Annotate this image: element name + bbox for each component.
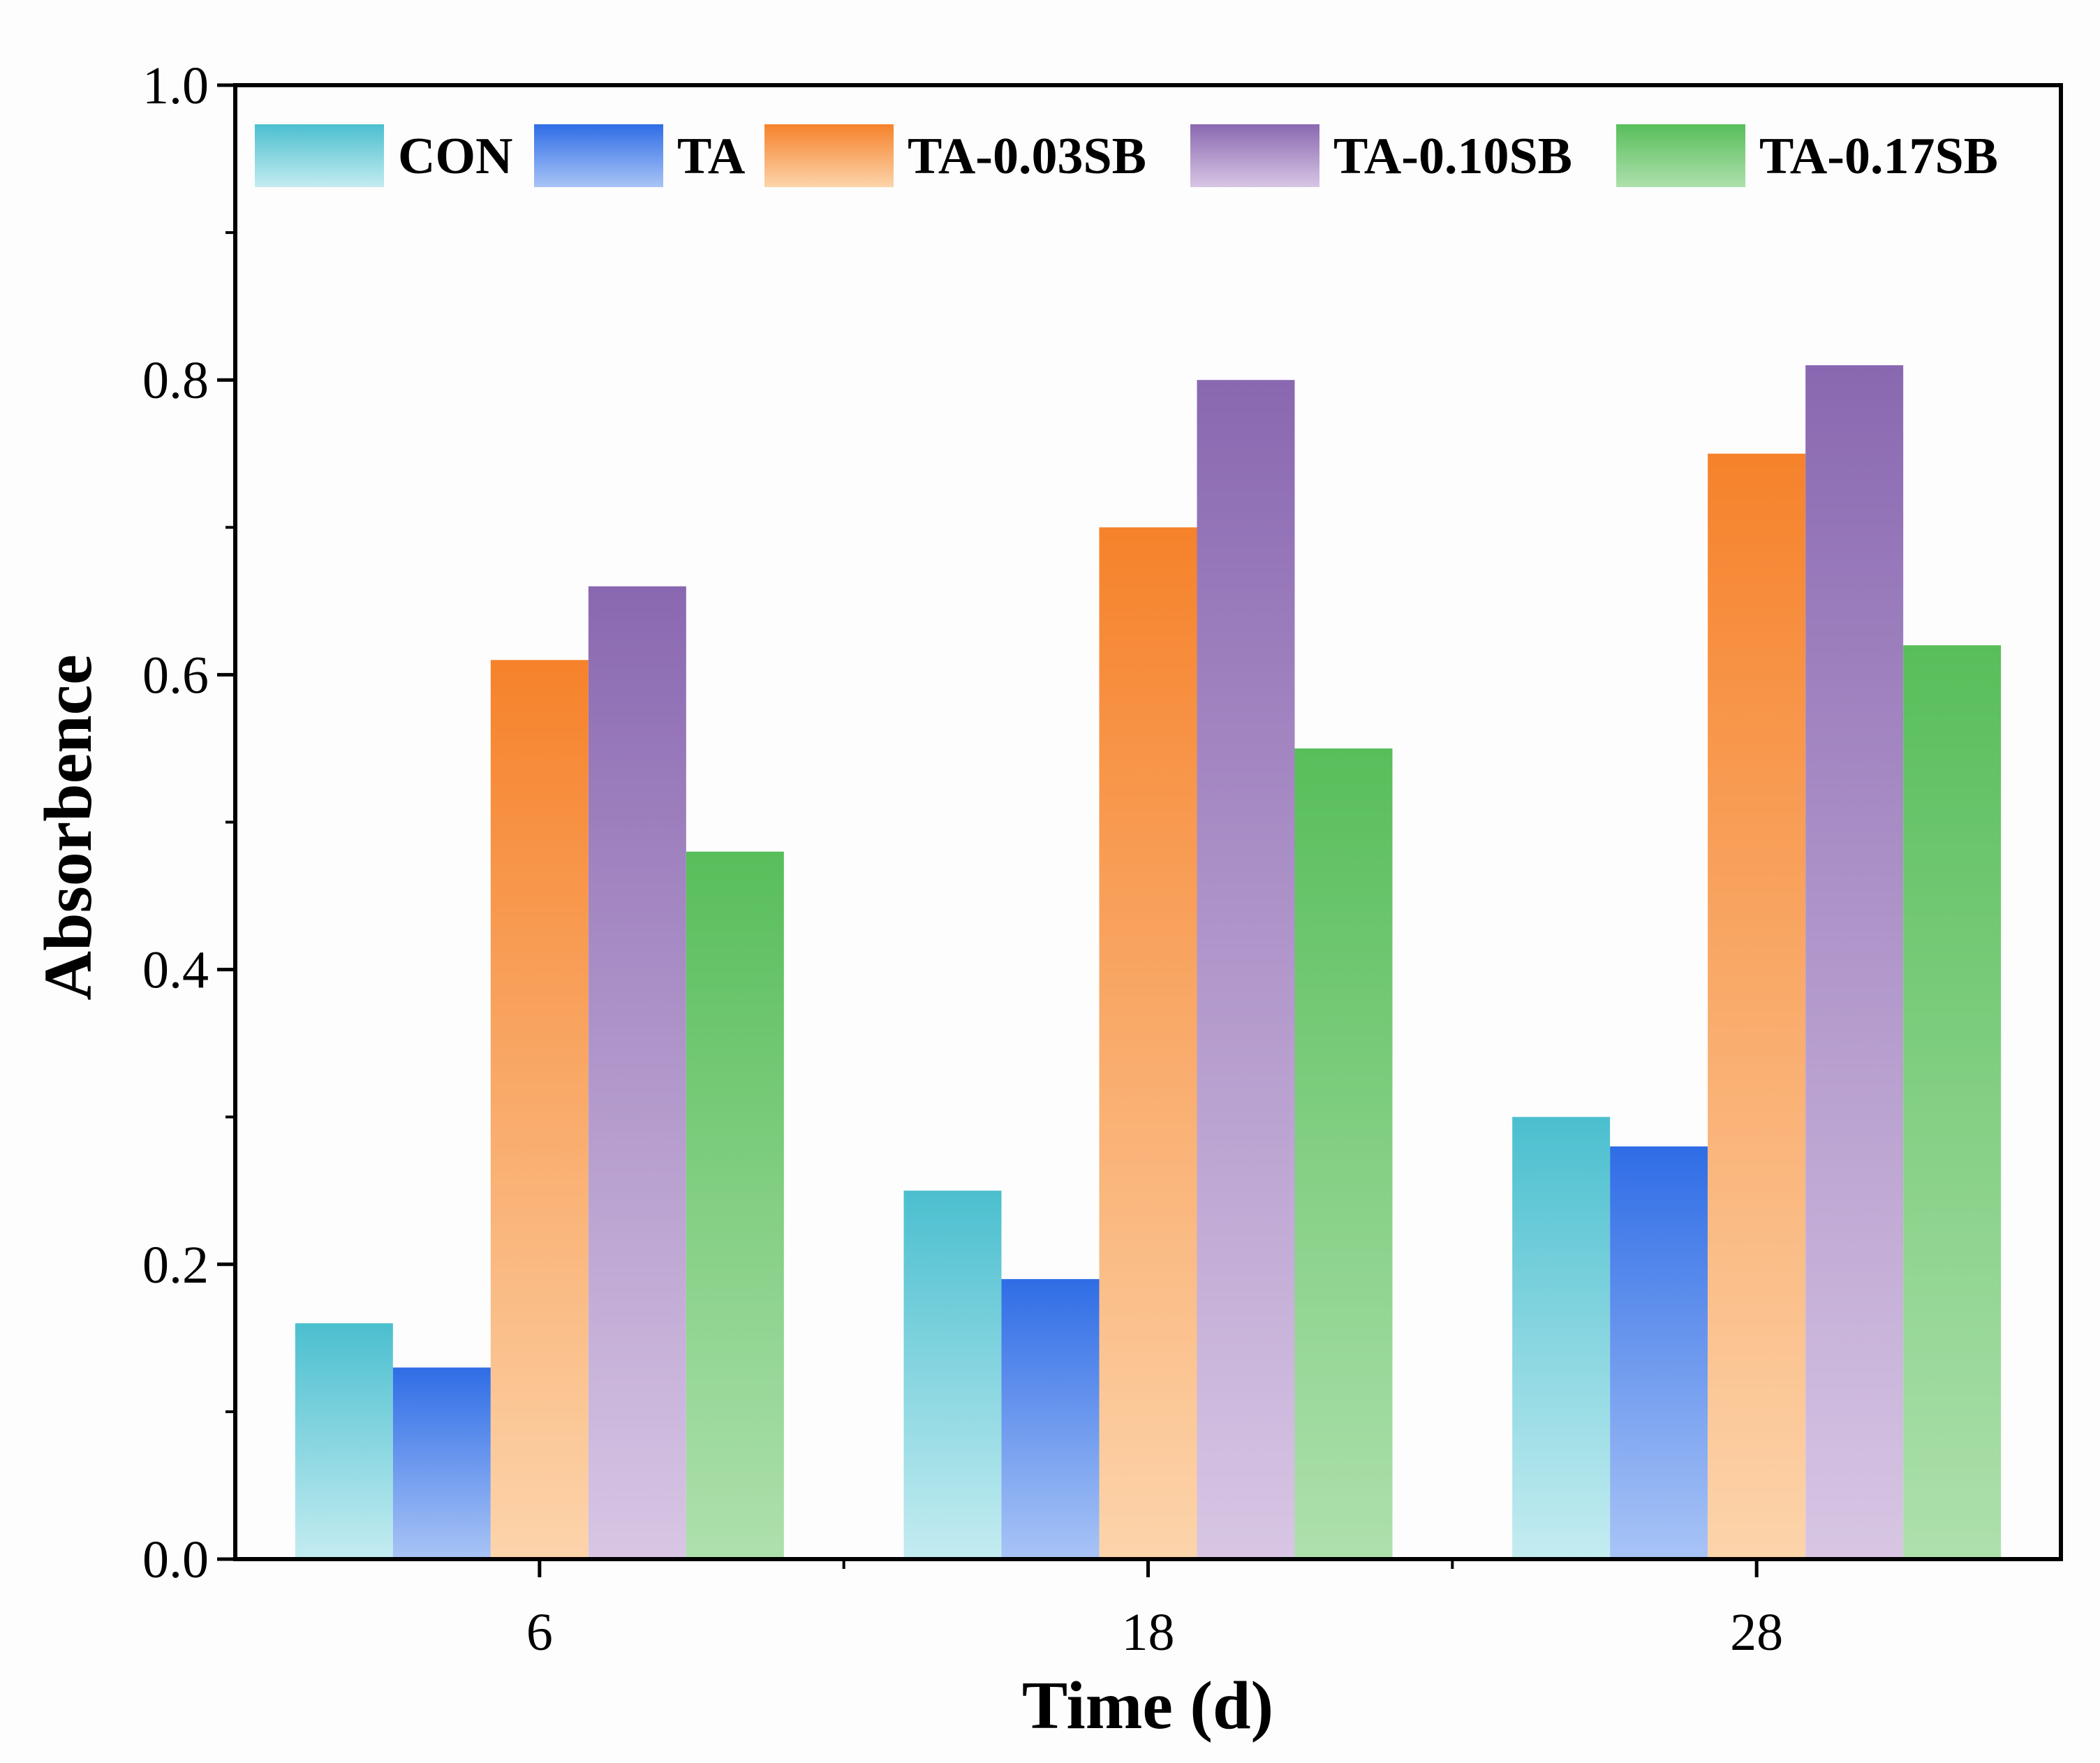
bar-ta-0-03sb-6 (490, 660, 589, 1559)
bar-ta-0-10sb-28 (1805, 365, 1904, 1559)
bar-ta-0-10sb-18 (1197, 380, 1295, 1560)
bar-con-28 (1512, 1116, 1611, 1559)
legend: CON TA TA-0.03SB TA-0.10SB TA-0.17SB (255, 124, 1998, 187)
y-tick-label: 1.0 (142, 57, 209, 115)
legend-label-con: CON (398, 128, 512, 185)
y-axis-title: Absorbence (31, 654, 106, 1000)
x-axis-title: Time (d) (1022, 1668, 1273, 1743)
y-tick-label: 0.4 (142, 941, 209, 1000)
bar-ta-0-03sb-18 (1099, 527, 1197, 1559)
bar-ta-0-03sb-28 (1708, 453, 1806, 1559)
y-tick-label: 0.8 (142, 351, 209, 410)
legend-label-ta-0-03sb: TA-0.03SB (908, 128, 1146, 185)
bar-ta-0-17sb-28 (1903, 645, 2002, 1560)
legend-swatch-ta-0-10sb (1190, 124, 1319, 187)
bar-ta-6 (392, 1367, 491, 1559)
bar-ta-0-10sb-6 (588, 586, 686, 1559)
legend-swatch-con (255, 124, 384, 187)
legend-swatch-ta-0-17sb (1616, 124, 1745, 187)
legend-label-ta: TA (677, 128, 745, 185)
legend-swatch-ta-0-03sb (764, 124, 894, 187)
bar-con-6 (295, 1323, 393, 1559)
bar-ta-0-17sb-6 (686, 851, 784, 1559)
y-tick-label: 0.6 (142, 646, 209, 705)
legend-label-ta-0-17sb: TA-0.17SB (1759, 128, 1998, 185)
bar-ta-18 (1001, 1278, 1100, 1559)
ticks-layer: 6 18 28 0.0 0.2 0.4 0.6 0.8 1.0 (142, 57, 1783, 1662)
bar-con-18 (903, 1190, 1002, 1559)
bar-ta-0-17sb-18 (1294, 748, 1393, 1559)
x-tick-label: 18 (1122, 1603, 1175, 1662)
bar-ta-28 (1610, 1146, 1708, 1559)
y-tick-label: 0.2 (142, 1236, 209, 1294)
legend-label-ta-0-10sb: TA-0.10SB (1333, 128, 1572, 185)
y-tick-label: 0.0 (142, 1530, 209, 1589)
legend-swatch-ta (534, 124, 663, 187)
bars-layer (295, 365, 2002, 1560)
x-tick-label: 6 (526, 1603, 553, 1662)
x-tick-label: 28 (1730, 1603, 1783, 1662)
